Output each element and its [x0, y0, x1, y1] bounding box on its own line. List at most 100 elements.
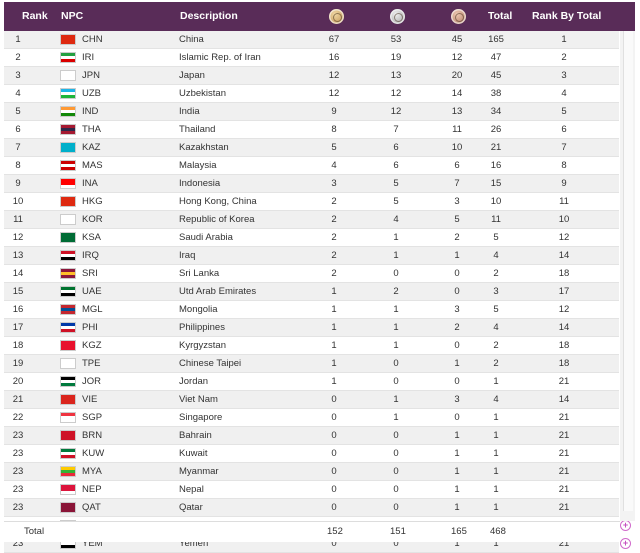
gold-cell: 2: [331, 214, 337, 225]
bronze-cell: 1: [454, 448, 460, 459]
bronze-cell: 0: [454, 286, 460, 297]
rank-by-total-cell: 1: [561, 34, 567, 45]
scrollbar-thumb[interactable]: [623, 31, 633, 511]
bronze-cell: 0: [454, 376, 460, 387]
totals-bronze: 165: [451, 526, 467, 537]
header-npc[interactable]: NPC: [61, 10, 84, 22]
silver-cell: 5: [393, 196, 399, 207]
header-description[interactable]: Description: [180, 10, 238, 22]
gold-cell: 0: [331, 448, 337, 459]
total-cell: 5: [493, 232, 499, 243]
header-total[interactable]: Total: [488, 10, 513, 22]
rank-cell: 21: [12, 394, 24, 405]
gold-cell: 1: [331, 304, 337, 315]
silver-medal-icon[interactable]: [390, 9, 405, 24]
gold-cell: 2: [331, 196, 337, 207]
total-cell: 1: [493, 448, 499, 459]
bronze-medal-icon[interactable]: [451, 9, 466, 24]
silver-cell: 1: [393, 394, 399, 405]
gold-medal-icon[interactable]: [329, 9, 344, 24]
header-rank-by-total[interactable]: Rank By Total: [532, 10, 602, 22]
description-cell: China: [179, 34, 204, 45]
flag-icon: [60, 376, 76, 387]
silver-cell: 2: [393, 286, 399, 297]
flag-icon: [60, 196, 76, 207]
flag-icon: [60, 232, 76, 243]
description-cell: Qatar: [179, 502, 203, 513]
plus-circle-icon[interactable]: +: [620, 520, 631, 531]
totals-gold: 152: [327, 526, 343, 537]
silver-cell: 6: [393, 142, 399, 153]
rank-cell: 18: [12, 340, 24, 351]
rank-by-total-cell: 2: [561, 52, 567, 63]
rank-cell: 4: [15, 88, 21, 99]
flag-icon: [60, 412, 76, 423]
rank-by-total-cell: 21: [558, 466, 570, 477]
bronze-cell: 1: [454, 358, 460, 369]
gold-cell: 2: [331, 268, 337, 279]
total-cell: 1: [493, 484, 499, 495]
scrollbar[interactable]: [620, 31, 635, 521]
description-cell: Kazakhstan: [179, 142, 229, 153]
npc-cell: SGP: [82, 412, 103, 423]
rank-cell: 20: [12, 376, 24, 387]
silver-cell: 5: [393, 178, 399, 189]
gold-cell: 5: [331, 142, 337, 153]
flag-icon: [60, 160, 76, 171]
rank-by-total-cell: 17: [558, 286, 570, 297]
bronze-cell: 1: [454, 466, 460, 477]
silver-cell: 0: [393, 268, 399, 279]
gold-cell: 4: [331, 160, 337, 171]
npc-cell: PHI: [82, 322, 98, 333]
rank-by-total-cell: 10: [558, 214, 570, 225]
bronze-cell: 1: [454, 502, 460, 513]
npc-cell: KGZ: [82, 340, 102, 351]
npc-cell: NEP: [82, 484, 102, 495]
flag-icon: [60, 286, 76, 297]
flag-icon: [60, 430, 76, 441]
bronze-cell: 11: [452, 124, 462, 135]
total-cell: 1: [493, 376, 499, 387]
rank-by-total-cell: 21: [558, 412, 570, 423]
total-cell: 11: [491, 214, 501, 225]
silver-cell: 4: [393, 214, 399, 225]
npc-cell: SRI: [82, 268, 98, 279]
header-rank[interactable]: Rank: [22, 10, 48, 22]
flag-icon: [60, 52, 76, 63]
total-cell: 1: [493, 466, 499, 477]
silver-cell: 1: [393, 340, 399, 351]
npc-cell: MAS: [82, 160, 103, 171]
bronze-cell: 10: [451, 142, 463, 153]
totals-total: 468: [490, 526, 506, 537]
rank-cell: 8: [15, 160, 21, 171]
rank-by-total-cell: 14: [558, 394, 570, 405]
rank-by-total-cell: 21: [558, 502, 570, 513]
